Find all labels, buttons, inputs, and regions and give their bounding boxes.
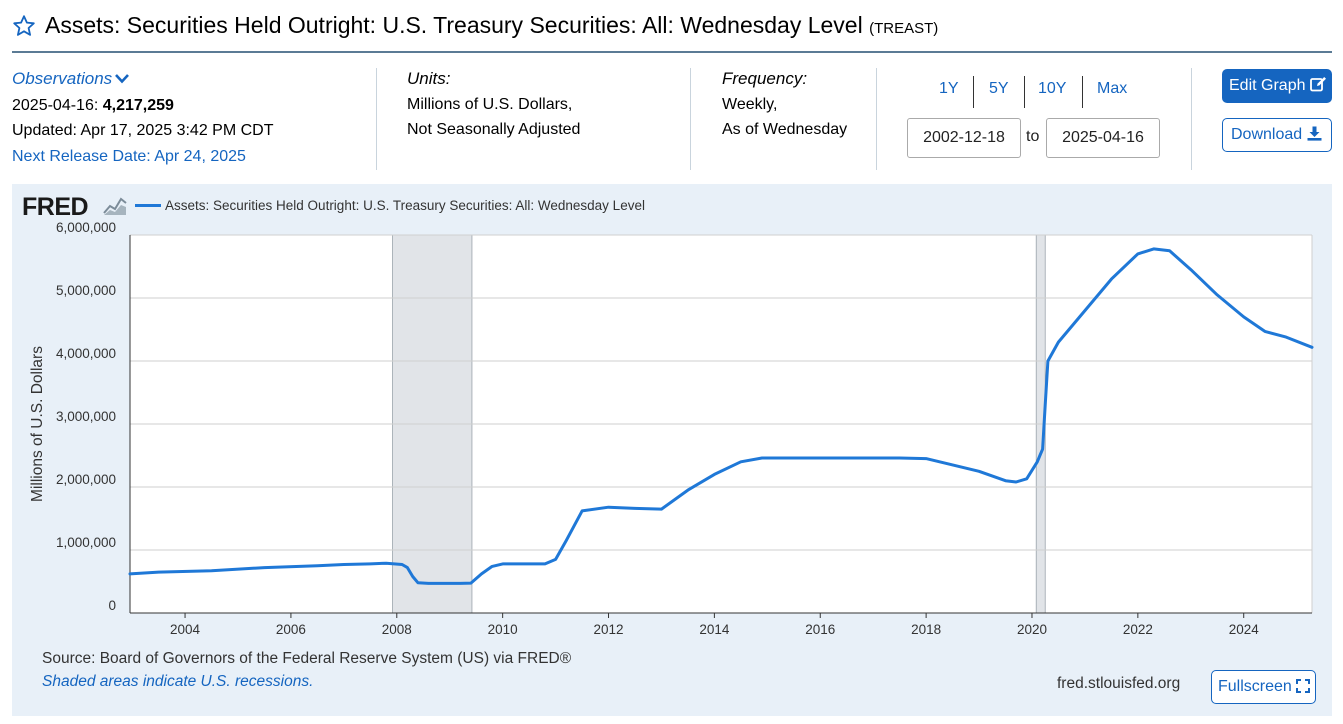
x-tick-label: 2024 [1229,622,1260,637]
range-5y-button[interactable]: 5Y [989,80,1009,97]
download-label: Download [1231,126,1303,143]
x-tick-label: 2022 [1123,622,1153,637]
range-1y-button[interactable]: 1Y [939,80,959,97]
series-title: Assets: Securities Held Outright: U.S. T… [45,12,863,38]
star-icon[interactable] [12,14,36,38]
edit-icon [1310,77,1326,92]
x-tick-label: 2020 [1017,622,1047,637]
range-10y-button[interactable]: 10Y [1038,80,1067,97]
observation-date: 2025-04-16: [12,96,99,114]
title-bar: Assets: Securities Held Outright: U.S. T… [12,8,1332,53]
edit-graph-button[interactable]: Edit Graph [1222,69,1332,103]
fullscreen-icon [1296,679,1311,693]
chevron-down-icon [115,74,130,84]
chart: FRED Assets: Securities Held Outright: U… [22,193,1314,637]
x-tick-label: 2016 [805,622,835,637]
frequency-panel: Frequency: Weekly, As of Wednesday [722,66,847,143]
fullscreen-label: Fullscreen [1218,678,1292,695]
x-tick-label: 2012 [593,622,623,637]
latest-observation: 2025-04-16: 4,217,259 [12,93,273,119]
series-line [128,247,1314,585]
x-tick-label: 2014 [699,622,730,637]
units-panel: Units: Millions of U.S. Dollars, Not Sea… [407,66,580,143]
x-tick-layer: 2004 2006 2008 2010 2012 2014 2016 2018 2020 2022… [170,613,1259,637]
divider [690,68,691,170]
y-tick-label: 3,000,000 [56,409,116,424]
range-separator [973,76,974,108]
frequency-line2: As of Wednesday [722,121,848,138]
fred-logo[interactable]: FRED [22,193,127,221]
to-label: to [1026,128,1040,145]
divider [876,68,877,170]
y-tick-label: 4,000,000 [56,346,116,361]
units-line1: Millions of U.S. Dollars, [407,95,573,113]
download-icon [1307,126,1322,141]
download-button[interactable]: Download [1222,118,1332,152]
fred-url: fred.stlouisfed.org [1057,675,1181,692]
x-tick-label: 2006 [276,622,306,637]
updated-text: Updated: Apr 17, 2025 3:42 PM CDT [12,122,274,139]
x-tick-label: 2004 [170,622,201,637]
next-release-link[interactable]: Next Release Date: Apr 24, 2025 [12,147,246,165]
range-separator [1082,76,1083,108]
units-label: Units: [407,69,451,88]
fullscreen-button[interactable]: Fullscreen [1211,670,1316,704]
y-tick-layer: 0 1,000,000 2,000,000 3,000,000 4,000,000 5,0… [56,220,116,613]
fred-logo-text: FRED [22,193,88,221]
observations-toggle[interactable]: Observations [12,66,273,93]
grid-layer [130,234,1313,613]
range-separator [1024,76,1025,108]
x-tick-label: 2018 [911,622,941,637]
x-tick-label: 2010 [488,622,518,637]
source-text: Source: Board of Governors of the Federa… [42,650,572,667]
x-tick-label: 2008 [382,622,412,637]
range-max-button[interactable]: Max [1097,80,1128,97]
frequency-label: Frequency: [722,69,808,88]
fred-logo-chart-icon [103,196,127,215]
recession-note: Shaded areas indicate U.S. recessions. [42,673,314,690]
units-line2: Not Seasonally Adjusted [407,121,581,138]
y-tick-label: 5,000,000 [56,283,116,298]
y-tick-label: 6,000,000 [56,220,116,235]
start-date-input[interactable]: 2002-12-18 [907,118,1021,158]
observations-panel: Observations 2025-04-16: 4,217,259 Updat… [12,66,273,169]
observations-label: Observations [12,69,113,88]
observation-value: 4,217,259 [102,96,174,114]
series-code: (TREAST) [869,20,939,37]
frequency-line1: Weekly, [722,95,778,113]
y-tick-label: 0 [108,598,116,613]
y-tick-label: 2,000,000 [56,472,116,487]
divider [376,68,377,170]
y-tick-label: 1,000,000 [56,535,116,550]
legend-label: Assets: Securities Held Outright: U.S. T… [165,198,645,213]
graph-panel: FRED Assets: Securities Held Outright: U… [12,184,1332,716]
y-axis-label: Millions of U.S. Dollars [29,346,46,502]
end-date-input[interactable]: 2025-04-16 [1046,118,1160,158]
edit-graph-label: Edit Graph [1229,77,1306,94]
page-title: Assets: Securities Held Outright: U.S. T… [45,12,938,39]
divider [1191,68,1192,170]
